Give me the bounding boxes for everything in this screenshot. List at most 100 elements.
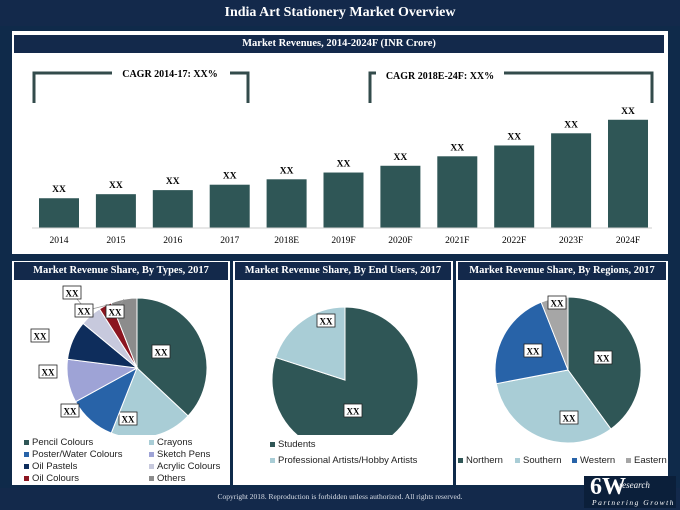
bar-2014 bbox=[39, 198, 79, 228]
legend-swatch bbox=[149, 439, 154, 445]
data-label-box bbox=[60, 403, 80, 418]
data-label-box bbox=[38, 364, 58, 379]
revenue-chart-title: Market Revenues, 2014-2024F (INR Crore) bbox=[14, 35, 664, 53]
bar-data-label: XX bbox=[52, 185, 66, 195]
page-title: India Art Stationery Market Overview bbox=[0, 0, 680, 26]
legend-item: Crayons bbox=[149, 437, 192, 448]
slice-western bbox=[494, 301, 569, 385]
revenue-bar-chart: CAGR 2014-17: XX% CAGR 2018E-24F: XX% XX 20… bbox=[32, 65, 654, 246]
cagr-label-bg bbox=[112, 65, 230, 83]
bar-data-label: XX bbox=[223, 172, 237, 182]
data-label-box bbox=[593, 350, 613, 365]
legend-swatch bbox=[24, 451, 29, 457]
x-tick-label: 2022F bbox=[502, 236, 526, 246]
data-label-box bbox=[74, 303, 94, 318]
regions-legend: Northern Southern Western Eastern bbox=[458, 455, 668, 469]
slice-data-label: XX bbox=[597, 354, 610, 364]
slice-data-label: XX bbox=[64, 407, 77, 417]
bar-data-label: XX bbox=[109, 181, 123, 191]
legend-item: Northern bbox=[458, 455, 503, 466]
bar-data-label: XX bbox=[621, 107, 635, 117]
legend-item: Western bbox=[572, 455, 615, 466]
slice-data-label: XX bbox=[109, 308, 122, 318]
legend-item: Oil Colours bbox=[24, 473, 79, 484]
slice-data-label: XX bbox=[122, 415, 135, 425]
slice-data-label: XX bbox=[34, 332, 47, 342]
cagr-2014-17-label: CAGR 2014-17: XX% bbox=[122, 69, 218, 80]
data-label-box bbox=[547, 295, 567, 310]
copyright-text: Copyright 2018. Reproduction is forbidde… bbox=[217, 492, 463, 501]
data-label-box bbox=[559, 410, 579, 425]
data-label-box bbox=[118, 411, 138, 426]
regions-chart-title: Market Revenue Share, By Regions, 2017 bbox=[458, 262, 666, 280]
legend-swatch bbox=[24, 475, 29, 481]
x-tick-label: 2023F bbox=[559, 236, 583, 246]
legend-item: Eastern bbox=[626, 455, 667, 466]
x-tick-label: 2016 bbox=[163, 236, 182, 246]
bar-2019F bbox=[323, 172, 364, 228]
slice-data-label: XX bbox=[66, 289, 79, 299]
end-users-legend: Students Professional Artists/Hobby Arti… bbox=[270, 439, 450, 469]
end-users-pie-chart: XX XX bbox=[271, 306, 419, 435]
legend-swatch bbox=[24, 463, 29, 469]
bar-2022F bbox=[494, 145, 535, 228]
x-tick-label: 2021F bbox=[445, 236, 469, 246]
data-label-box bbox=[105, 304, 125, 319]
data-label-box bbox=[30, 328, 50, 343]
types-legend: Pencil Colours Crayons Poster/Water Colo… bbox=[24, 437, 230, 487]
legend-item: Professional Artists/Hobby Artists bbox=[270, 455, 417, 466]
data-label-box bbox=[151, 344, 171, 359]
x-tick-label: 2018E bbox=[274, 236, 299, 246]
slice-data-label: XX bbox=[563, 414, 576, 424]
bar-data-label: XX bbox=[507, 132, 521, 142]
legend-swatch bbox=[515, 457, 520, 463]
legend-item: Southern bbox=[515, 455, 562, 466]
legend-item: Others bbox=[149, 473, 186, 484]
types-pie-chart: XX XX XX XX XX XX XX XX bbox=[30, 285, 208, 435]
x-tick-label: 2019F bbox=[331, 236, 355, 246]
bar-data-label: XX bbox=[337, 160, 351, 170]
legend-swatch bbox=[572, 457, 577, 463]
bar-2020F bbox=[380, 165, 421, 228]
legend-swatch bbox=[24, 439, 29, 445]
bar-2021F bbox=[437, 156, 478, 228]
legend-item: Sketch Pens bbox=[149, 449, 210, 460]
slice-southern bbox=[495, 369, 612, 444]
x-tick-label: 2024F bbox=[616, 236, 640, 246]
slice-data-label: XX bbox=[527, 347, 540, 357]
data-label-box bbox=[316, 313, 336, 328]
legend-item: Students bbox=[270, 439, 316, 450]
slice-data-label: XX bbox=[42, 368, 55, 378]
x-tick-label: 2015 bbox=[106, 236, 125, 246]
slice-data-label: XX bbox=[155, 348, 168, 358]
bar-data-label: XX bbox=[564, 120, 578, 130]
slice-data-label: XX bbox=[78, 307, 91, 317]
legend-item: Poster/Water Colours bbox=[24, 449, 122, 460]
bar-2018E bbox=[266, 179, 307, 228]
data-label-box bbox=[523, 343, 543, 358]
bar-2017 bbox=[209, 184, 250, 228]
legend-swatch bbox=[270, 441, 275, 447]
regions-pie-chart: XX XX XX XX bbox=[494, 295, 642, 444]
slice-data-label: XX bbox=[320, 317, 333, 327]
logo-word: research bbox=[619, 480, 650, 490]
data-label-box bbox=[62, 285, 82, 300]
cagr-label-bg bbox=[376, 67, 504, 85]
cagr-2018-24-label: CAGR 2018E-24F: XX% bbox=[386, 71, 494, 82]
logo-mark: 6W bbox=[590, 474, 626, 500]
logo-tagline: Partnering Growth bbox=[592, 498, 675, 507]
legend-swatch bbox=[626, 457, 631, 463]
types-chart-title: Market Revenue Share, By Types, 2017 bbox=[14, 262, 228, 280]
bar-data-label: XX bbox=[280, 166, 294, 176]
data-label-box bbox=[343, 403, 363, 418]
end-users-chart-title: Market Revenue Share, By End Users, 2017 bbox=[235, 262, 451, 280]
legend-swatch bbox=[458, 457, 463, 463]
legend-swatch bbox=[149, 463, 154, 469]
bar-2015 bbox=[95, 194, 136, 228]
legend-swatch bbox=[149, 475, 154, 481]
legend-item: Pencil Colours bbox=[24, 437, 93, 448]
legend-swatch bbox=[149, 451, 154, 457]
bar-data-label: XX bbox=[166, 177, 180, 187]
slice-data-label: XX bbox=[347, 407, 360, 417]
slice-data-label: XX bbox=[551, 299, 564, 309]
